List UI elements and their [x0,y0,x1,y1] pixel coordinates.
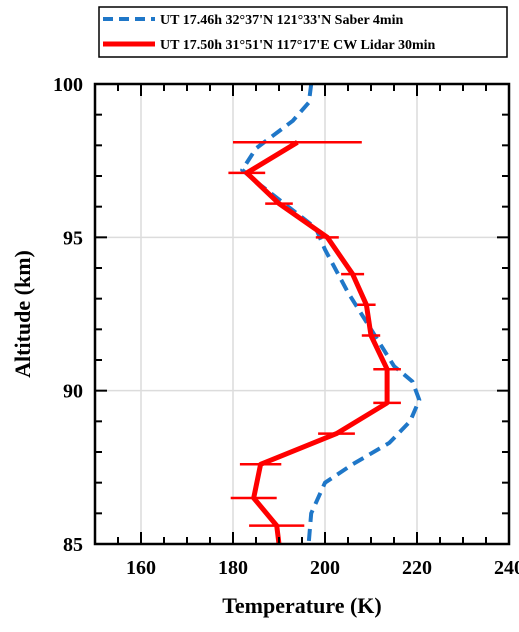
x-tick-label: 160 [126,557,156,579]
saber-line [240,83,422,542]
y-tick-label: 100 [53,74,83,96]
y-tick-label: 90 [63,381,83,403]
x-tick-label: 180 [218,557,248,579]
legend-label-saber: UT 17.46h 32°37'N 121°33'N Saber 4min [160,13,403,28]
x-tick-label: 200 [310,557,340,579]
legend-box [98,6,508,58]
legend: UT 17.46h 32°37'N 121°33'N Saber 4min UT… [98,6,508,58]
series-lidar [228,140,401,545]
plot-area [93,82,511,546]
x-tick-label: 240 [494,557,519,579]
y-tick-label: 85 [63,534,83,556]
lidar-line [244,140,390,545]
x-axis-label: Temperature (K) [222,593,381,618]
tick-labels: 160 180 200 220 240 85 90 95 100 [53,74,519,579]
series-layer [228,83,422,545]
y-tick-label: 95 [63,227,83,249]
series-saber [240,83,422,542]
plot-background [95,84,509,544]
ticks [94,83,510,545]
y-axis-label: Altitude (km) [10,250,35,378]
x-tick-label: 220 [402,557,432,579]
legend-label-lidar: UT 17.50h 31°51'N 117°17'E CW Lidar 30mi… [160,38,436,53]
